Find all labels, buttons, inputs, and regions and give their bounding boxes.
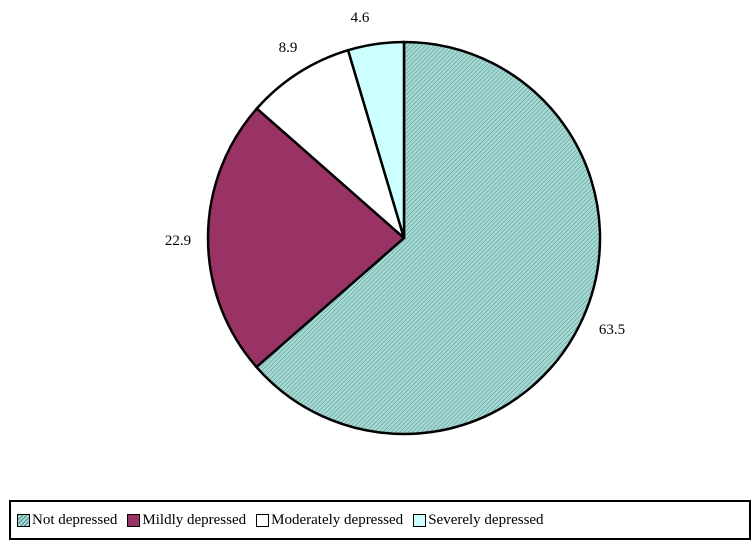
pie-slice-not-depressed: [255, 40, 602, 436]
pie-slices: [206, 40, 602, 436]
pie-value-label-moderately-depressed: 8.9: [279, 40, 298, 56]
legend-label-moderately-depressed: Moderately depressed: [271, 511, 404, 528]
pie-chart: 63.5 22.9 8.9 4.6: [165, 10, 625, 436]
pie-slice-moderately-depressed: [255, 48, 406, 240]
legend-item-mildly-depressed: Mildly depressed: [127, 512, 246, 529]
pie-value-label-severely-depressed: 4.6: [351, 10, 370, 26]
legend-label-mildly-depressed: Mildly depressed: [142, 511, 247, 528]
legend-swatch-mildly-depressed: [127, 513, 141, 527]
legend-item-moderately-depressed: Moderately depressed: [256, 512, 403, 529]
pie-slice-severely-depressed: [346, 40, 406, 240]
legend-label-severely-depressed: Severely depressed: [428, 511, 544, 528]
pie-value-label-mildly-depressed: 22.9: [165, 233, 191, 249]
legend-label-not-depressed: Not depressed: [32, 511, 118, 528]
legend-swatch-severely-depressed: [413, 513, 427, 527]
pie-value-label-not-depressed: 63.5: [599, 322, 625, 338]
legend-swatch-not-depressed: [17, 513, 30, 527]
legend-item-not-depressed: Not depressed: [17, 512, 117, 529]
legend-swatch-moderately-depressed: [256, 513, 270, 527]
legend-item-severely-depressed: Severely depressed: [413, 511, 544, 529]
pie-slice-mildly-depressed: [206, 107, 406, 369]
chart-legend: Not depressed Mildly depressed Moderatel…: [9, 500, 751, 540]
pie-value-labels: 63.5 22.9 8.9 4.6: [165, 10, 625, 338]
